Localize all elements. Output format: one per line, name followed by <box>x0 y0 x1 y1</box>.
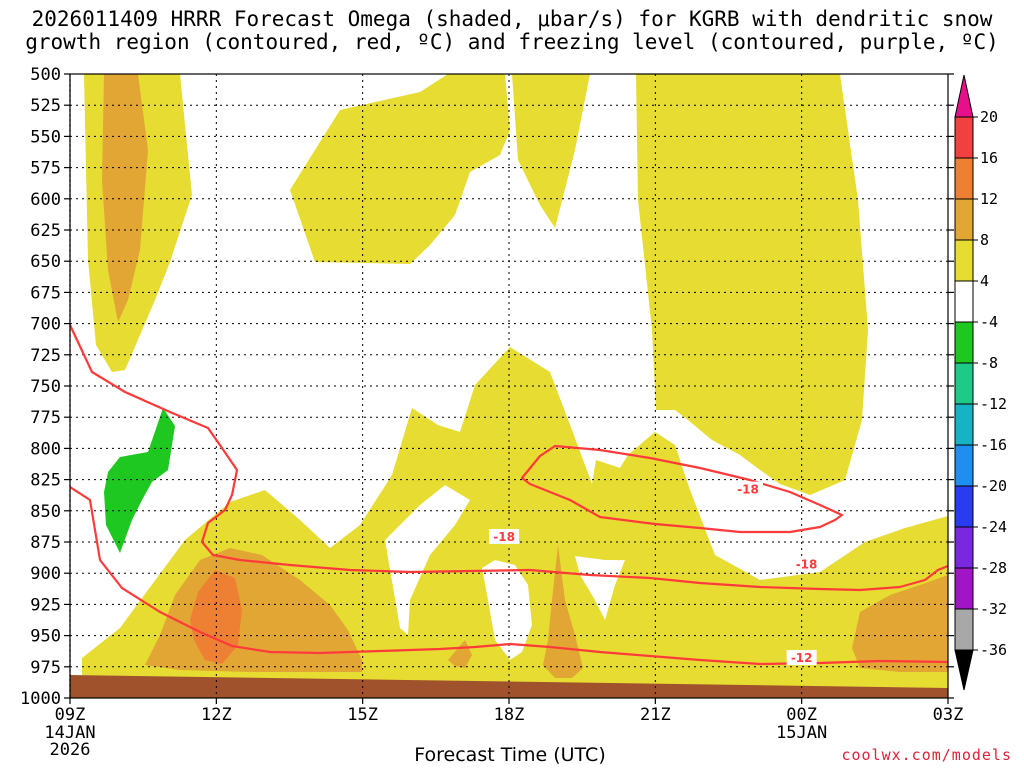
colorbar-bin <box>954 280 974 323</box>
contour-label-bg <box>786 650 817 666</box>
y-tick-label: 500 <box>30 65 61 85</box>
omega-region-4-8 <box>636 74 868 495</box>
y-tick-label: 900 <box>30 564 61 584</box>
y-tick-label: 550 <box>30 127 61 147</box>
y-tick-label: 575 <box>30 159 61 179</box>
y-tick-label: 525 <box>30 96 61 116</box>
colorbar-top-arrow <box>954 74 974 118</box>
chart-title: 2026011409 HRRR Forecast Omega (shaded, … <box>0 8 1024 54</box>
y-tick-label: 650 <box>30 252 61 272</box>
y-tick-label: 1000 <box>20 689 61 709</box>
contour-label: -18 <box>737 483 759 497</box>
y-tick-label: 975 <box>30 658 61 678</box>
colorbar-bin <box>954 485 974 528</box>
colorbar-bin <box>954 362 974 405</box>
colorbar-label: 12 <box>980 190 998 208</box>
y-tick-label: 825 <box>30 471 61 491</box>
colorbar-bin <box>954 608 974 651</box>
y-tick-label: 925 <box>30 595 61 615</box>
colorbar-bin <box>954 116 974 159</box>
colorbar-label: -12 <box>980 395 1007 413</box>
x-tick-label: 15Z <box>347 705 378 725</box>
y-axis: 500 525 550 575 600 625 650 675 700 725 750 775 800 8… <box>20 65 954 709</box>
colorbar-label: -28 <box>980 559 1007 577</box>
credit-link[interactable]: coolwx.com/models <box>841 746 1012 764</box>
contour-line-neg-12 <box>69 324 949 592</box>
y-tick-label: 800 <box>30 439 61 459</box>
y-tick-label: 700 <box>30 315 61 335</box>
contour-labels: -18 -18 -18 -12 <box>493 483 817 665</box>
omega-shading <box>82 74 948 688</box>
x-tick-label: 00Z <box>786 705 817 725</box>
colorbar-label: -4 <box>980 313 998 331</box>
contour-label-bg <box>791 556 822 572</box>
y-tick-label: 625 <box>30 221 61 241</box>
x-tick-label: 09Z <box>55 705 86 725</box>
x-tick-label: 03Z <box>933 705 964 725</box>
contour-label: -18 <box>796 557 818 571</box>
x-tick-year: 2026 <box>50 740 91 760</box>
title-line-2: growth region (contoured, red, ºC) and f… <box>25 30 999 54</box>
colorbar-bin <box>954 567 974 610</box>
colorbar-bin <box>954 444 974 487</box>
colorbar-label: -32 <box>980 600 1007 618</box>
colorbar-bin <box>954 239 974 282</box>
contour-label-bg <box>733 481 764 497</box>
contour-label-bg <box>489 529 520 545</box>
omega-region-8-12 <box>852 575 948 672</box>
omega-region-4-8 <box>512 74 590 228</box>
omega-region-neg-4-neg-8 <box>104 408 175 553</box>
colorbar-label: -20 <box>980 477 1007 495</box>
y-tick-label: 600 <box>30 190 61 210</box>
colorbar-label: -36 <box>980 641 1007 659</box>
contour-label: -18 <box>493 530 515 544</box>
contour-label: -12 <box>791 651 813 665</box>
colorbar-label: -8 <box>980 354 998 372</box>
omega-white-gap <box>575 556 625 620</box>
y-tick-label: 750 <box>30 377 61 397</box>
colorbar: 20 16 12 8 4 -4 -8 -12 -16 -20 -24 -28 -32 -36 <box>954 74 1007 691</box>
colorbar-bin <box>954 526 974 569</box>
omega-region-12-16 <box>190 570 242 664</box>
y-tick-label: 875 <box>30 533 61 553</box>
gridlines <box>70 74 948 698</box>
y-tick-label: 775 <box>30 408 61 428</box>
contour-line-neg-12 <box>69 486 949 666</box>
y-tick-label: 675 <box>30 283 61 303</box>
x-tick-date: 15JAN <box>776 723 827 743</box>
colorbar-label: -16 <box>980 436 1007 454</box>
colorbar-bin <box>954 157 974 200</box>
x-tick-label: 18Z <box>494 705 525 725</box>
x-tick-label: 21Z <box>640 705 671 725</box>
omega-white-gap <box>385 485 470 635</box>
colorbar-bin <box>954 198 974 241</box>
x-axis-title: Forecast Time (UTC) <box>414 744 606 766</box>
colorbar-bin <box>954 321 974 364</box>
colorbar-label: 4 <box>980 272 989 290</box>
contour-line-neg-18 <box>520 444 844 534</box>
y-tick-label: 725 <box>30 346 61 366</box>
colorbar-label: 16 <box>980 149 998 167</box>
colorbar-label: -24 <box>980 518 1007 536</box>
colorbar-bottom-arrow <box>954 649 974 691</box>
y-tick-label: 850 <box>30 502 61 522</box>
colorbar-label: 8 <box>980 231 989 249</box>
y-tick-label: 950 <box>30 627 61 647</box>
colorbar-label: 20 <box>980 108 998 126</box>
x-tick-date: 14JAN <box>44 723 95 743</box>
omega-region-4-8 <box>290 74 510 264</box>
dgz-contours <box>69 324 949 666</box>
omega-white-gap <box>482 560 532 660</box>
colorbar-bin <box>954 403 974 446</box>
x-tick-label: 12Z <box>201 705 232 725</box>
title-line-1: 2026011409 HRRR Forecast Omega (shaded, … <box>31 7 993 31</box>
omega-region-8-12 <box>543 545 583 678</box>
